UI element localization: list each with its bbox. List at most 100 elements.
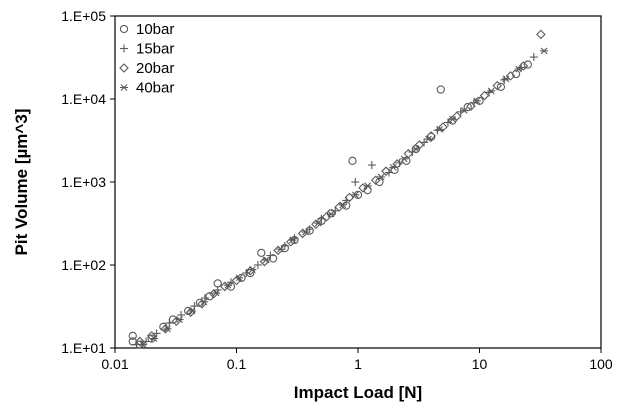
y-tick-label: 1.E+04: [61, 91, 106, 107]
data-point: [514, 65, 523, 73]
data-point: [150, 335, 159, 342]
data-point: [213, 279, 222, 288]
data-points: [128, 29, 549, 349]
data-point: [443, 118, 452, 127]
legend-label: 20bar: [136, 60, 174, 77]
x-tick-label: 100: [589, 356, 613, 372]
data-point: [135, 336, 145, 347]
data-point: [460, 106, 469, 114]
data-point: [138, 341, 147, 348]
legend-entry-10bar: 10bar: [119, 21, 174, 38]
data-point: [496, 82, 506, 92]
data-point: [128, 331, 137, 341]
data-point: [426, 131, 436, 141]
y-axis-ticks: 1.E+01 1.E+02 1.E+03 1.E+04 1.E+05: [61, 8, 115, 356]
x-axis-title: Impact Load [N]: [294, 383, 422, 402]
data-point: [268, 254, 278, 263]
data-point: [331, 206, 340, 215]
data-point: [248, 266, 257, 273]
data-point: [479, 90, 490, 101]
data-point: [231, 275, 242, 286]
data-point: [505, 71, 516, 81]
data-point: [389, 163, 398, 171]
data-point: [518, 61, 529, 71]
x-tick-label: 1: [354, 356, 362, 372]
data-point: [540, 47, 549, 55]
x-tick-label: 10: [472, 356, 488, 372]
legend: 10bar 15bar 20bar 40bar: [119, 21, 174, 97]
data-point: [253, 261, 262, 269]
data-point: [146, 331, 157, 341]
data-point: [400, 155, 409, 163]
data-point: [165, 319, 174, 328]
data-point: [487, 87, 496, 95]
data-point: [163, 325, 172, 333]
data-point: [424, 135, 433, 143]
legend-marker: [119, 63, 129, 73]
legend-entry-20bar: 20bar: [119, 60, 174, 77]
y-tick-label: 1.E+03: [61, 174, 106, 190]
data-point: [297, 228, 308, 239]
data-point: [205, 292, 214, 301]
data-point: [276, 245, 285, 253]
legend-label: 40bar: [136, 80, 174, 97]
data-point: [472, 97, 481, 105]
data-point: [403, 148, 414, 159]
data-point: [187, 307, 196, 315]
data-point: [381, 166, 391, 176]
y-tick-label: 1.E+05: [61, 8, 106, 24]
legend-marker: [120, 84, 128, 91]
data-point: [351, 191, 360, 199]
data-point: [288, 236, 297, 244]
data-point: [358, 183, 368, 193]
data-point: [348, 156, 357, 165]
data-point: [367, 161, 376, 170]
data-point: [262, 256, 271, 264]
data-point: [199, 298, 208, 306]
data-point: [377, 173, 386, 181]
data-point: [344, 192, 355, 203]
series-40bar: [138, 47, 549, 348]
series-15bar: [132, 53, 538, 349]
data-point: [448, 116, 457, 125]
data-point: [338, 201, 347, 209]
data-point: [536, 29, 546, 40]
y-axis-title: Pit Volume [µm^3]: [12, 109, 31, 256]
data-point: [451, 111, 462, 122]
data-point: [523, 60, 532, 69]
legend-label: 15bar: [136, 41, 174, 58]
series-10bar: [128, 60, 532, 349]
data-point: [435, 126, 444, 133]
data-point: [501, 75, 510, 83]
data-point: [301, 228, 310, 236]
data-point: [411, 145, 420, 153]
legend-entry-15bar: 15bar: [120, 41, 174, 58]
data-point: [392, 159, 402, 169]
data-point: [492, 80, 503, 91]
x-tick-label: 0.01: [101, 356, 128, 372]
series-20bar: [135, 29, 546, 347]
y-tick-label: 1.E+01: [61, 340, 106, 356]
data-point: [466, 101, 476, 111]
data-point: [280, 241, 289, 250]
legend-marker: [119, 24, 129, 34]
data-point: [175, 316, 184, 323]
data-point: [235, 274, 244, 282]
data-point: [257, 248, 266, 258]
legend-marker: [120, 44, 128, 53]
legend-entry-40bar: 40bar: [120, 80, 174, 97]
data-point: [266, 251, 275, 260]
y-tick-label: 1.E+02: [61, 257, 106, 273]
x-axis-ticks: 0.01 0.1 1 10 100: [101, 348, 613, 372]
data-point: [363, 182, 372, 190]
legend-label: 10bar: [136, 21, 174, 38]
x-tick-label: 0.1: [227, 356, 247, 372]
data-point: [438, 122, 448, 132]
data-point: [305, 225, 314, 234]
data-point: [351, 178, 360, 186]
data-point: [327, 210, 336, 218]
data-point: [529, 53, 538, 62]
data-point: [223, 281, 232, 289]
